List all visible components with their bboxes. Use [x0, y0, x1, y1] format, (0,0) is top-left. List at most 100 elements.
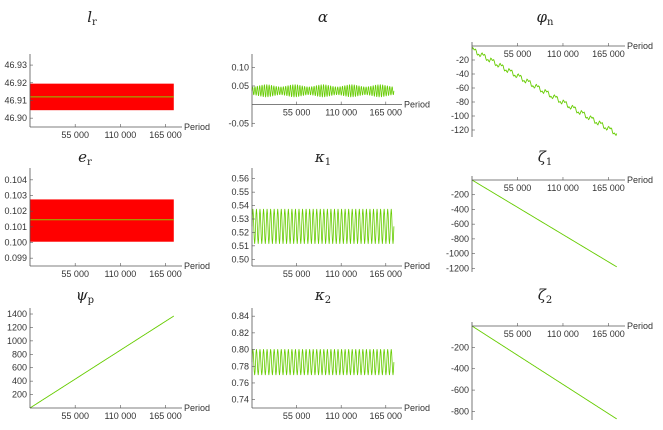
x-tick-label: 110 000	[104, 411, 136, 421]
y-tick-label: 0.76	[231, 378, 249, 388]
x-tick-label: 165 000	[149, 130, 182, 140]
x-axis-label: Period	[627, 175, 653, 185]
x-axis-label: Period	[184, 261, 210, 271]
chart-title-subscript: n	[547, 17, 554, 28]
y-tick-label: 400	[12, 376, 27, 386]
y-tick-label: -80	[456, 97, 469, 107]
x-axis-label: Period	[627, 321, 653, 331]
x-tick-label: 110 000	[325, 269, 357, 279]
y-tick-label: -400	[451, 364, 469, 374]
x-tick-label: 110 000	[547, 49, 579, 59]
y-tick-label: 46.90	[4, 113, 27, 123]
y-tick-label: 1200	[7, 322, 27, 332]
y-tick-label: 0.55	[231, 187, 249, 197]
y-tick-label: 0.56	[231, 174, 249, 184]
y-tick-label: 0.78	[231, 361, 249, 371]
chart-title: er	[78, 148, 92, 168]
series-line	[251, 349, 395, 376]
y-tick-label: -200	[451, 342, 469, 352]
y-tick-label: 0.54	[231, 201, 249, 211]
x-tick-label: 55 000	[283, 411, 311, 421]
x-tick-label: 165 000	[149, 269, 182, 279]
series-line	[471, 179, 617, 268]
x-tick-label: 165 000	[592, 329, 625, 339]
x-axis-label: Period	[184, 122, 210, 132]
y-tick-label: 0.80	[231, 345, 249, 355]
x-tick-label: 110 000	[325, 108, 357, 118]
chart-title: lr	[87, 8, 97, 28]
chart-title: κ2	[314, 286, 331, 306]
series-line	[251, 84, 395, 98]
x-tick-label: 110 000	[104, 269, 136, 279]
x-tick-label: 55 000	[504, 49, 532, 59]
y-tick-label: -40	[456, 69, 469, 79]
series-line	[251, 208, 395, 244]
y-tick-label: 0.82	[231, 328, 249, 338]
chart-title: κ1	[314, 148, 331, 168]
chart-title-subscript: p	[88, 295, 94, 306]
y-tick-label: -600	[451, 219, 469, 229]
y-tick-label: 600	[12, 363, 27, 373]
y-tick-label: -0.05	[228, 118, 249, 128]
y-tick-label: 1000	[7, 336, 27, 346]
y-tick-label: 0.102	[4, 206, 27, 216]
x-tick-label: 110 000	[547, 183, 579, 193]
series-line	[471, 325, 617, 420]
chart-title-subscript: 1	[325, 157, 331, 168]
chart-title-subscript: 1	[546, 157, 552, 168]
x-tick-label: 165 000	[370, 108, 403, 118]
y-tick-label: -20	[456, 55, 469, 65]
chart-title-subscript: 2	[325, 295, 331, 306]
y-tick-label: -1000	[446, 249, 469, 259]
y-tick-label: 0.103	[4, 191, 27, 201]
x-tick-label: 55 000	[504, 183, 532, 193]
x-axis-label: Period	[404, 100, 430, 110]
x-tick-label: 55 000	[61, 269, 89, 279]
x-tick-label: 55 000	[504, 329, 532, 339]
chart-title: φn	[537, 8, 555, 28]
y-tick-label: -60	[456, 83, 469, 93]
y-tick-label: -120	[451, 125, 469, 135]
y-tick-label: -200	[451, 190, 469, 200]
x-axis-label: Period	[184, 403, 210, 413]
x-tick-label: 165 000	[370, 411, 403, 421]
x-tick-label: 55 000	[283, 108, 311, 118]
y-tick-label: 0.50	[231, 254, 249, 264]
y-tick-label: -800	[451, 406, 469, 416]
x-tick-label: 110 000	[104, 130, 136, 140]
x-axis-label: Period	[627, 41, 653, 51]
x-tick-label: 165 000	[149, 411, 182, 421]
x-tick-label: 110 000	[325, 411, 357, 421]
y-tick-label: -100	[451, 111, 469, 121]
chart-title: ζ1	[538, 148, 553, 168]
y-tick-label: 0.104	[4, 175, 27, 185]
y-tick-label: 0.52	[231, 227, 249, 237]
y-tick-label: 0.53	[231, 214, 249, 224]
y-tick-label: -1200	[446, 263, 469, 273]
y-tick-label: 0.84	[231, 311, 249, 321]
y-tick-label: 0.05	[231, 81, 249, 91]
y-tick-label: -400	[451, 204, 469, 214]
chart-title: ψp	[76, 286, 94, 306]
y-tick-label: 0.101	[4, 222, 27, 232]
y-tick-label: -600	[451, 385, 469, 395]
y-tick-label: 46.92	[4, 78, 27, 88]
x-tick-label: 165 000	[592, 183, 625, 193]
x-tick-label: 55 000	[61, 411, 89, 421]
y-tick-label: 0.51	[231, 241, 249, 251]
x-tick-label: 165 000	[592, 49, 625, 59]
chart-title-subscript: 2	[546, 295, 552, 306]
x-tick-label: 55 000	[61, 130, 89, 140]
series-line	[471, 46, 618, 137]
chart-title: ζ2	[538, 286, 553, 306]
y-tick-label: 46.93	[4, 60, 27, 70]
x-tick-label: 165 000	[370, 269, 403, 279]
x-tick-label: 110 000	[547, 329, 579, 339]
x-axis-label: Period	[404, 261, 430, 271]
